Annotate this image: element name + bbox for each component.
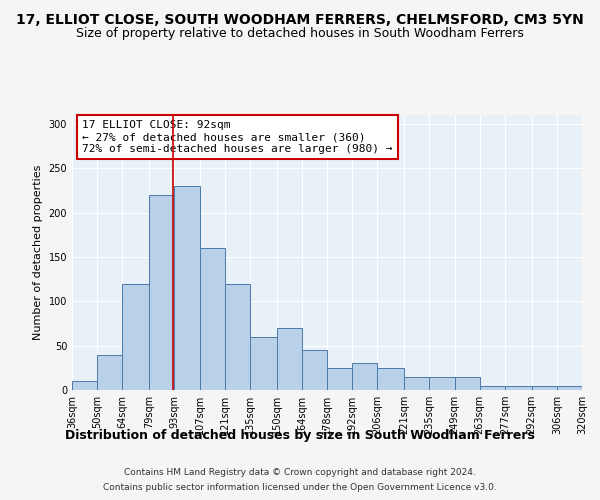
- Bar: [505, 386, 532, 390]
- Text: Size of property relative to detached houses in South Woodham Ferrers: Size of property relative to detached ho…: [76, 28, 524, 40]
- Bar: [377, 368, 404, 390]
- Bar: [72, 381, 97, 390]
- Bar: [557, 386, 582, 390]
- Bar: [352, 364, 377, 390]
- Bar: [224, 284, 250, 390]
- Text: Contains HM Land Registry data © Crown copyright and database right 2024.: Contains HM Land Registry data © Crown c…: [124, 468, 476, 477]
- Bar: [404, 376, 430, 390]
- Bar: [479, 386, 505, 390]
- Text: 17 ELLIOT CLOSE: 92sqm
← 27% of detached houses are smaller (360)
72% of semi-de: 17 ELLIOT CLOSE: 92sqm ← 27% of detached…: [82, 120, 392, 154]
- Bar: [250, 337, 277, 390]
- Bar: [302, 350, 327, 390]
- Bar: [430, 376, 455, 390]
- Text: Contains public sector information licensed under the Open Government Licence v3: Contains public sector information licen…: [103, 483, 497, 492]
- Text: Distribution of detached houses by size in South Woodham Ferrers: Distribution of detached houses by size …: [65, 428, 535, 442]
- Text: 17, ELLIOT CLOSE, SOUTH WOODHAM FERRERS, CHELMSFORD, CM3 5YN: 17, ELLIOT CLOSE, SOUTH WOODHAM FERRERS,…: [16, 12, 584, 26]
- Bar: [149, 195, 175, 390]
- Bar: [532, 386, 557, 390]
- Bar: [455, 376, 479, 390]
- Bar: [122, 284, 149, 390]
- Bar: [175, 186, 199, 390]
- Bar: [327, 368, 352, 390]
- Y-axis label: Number of detached properties: Number of detached properties: [33, 165, 43, 340]
- Bar: [97, 354, 122, 390]
- Bar: [199, 248, 224, 390]
- Bar: [277, 328, 302, 390]
